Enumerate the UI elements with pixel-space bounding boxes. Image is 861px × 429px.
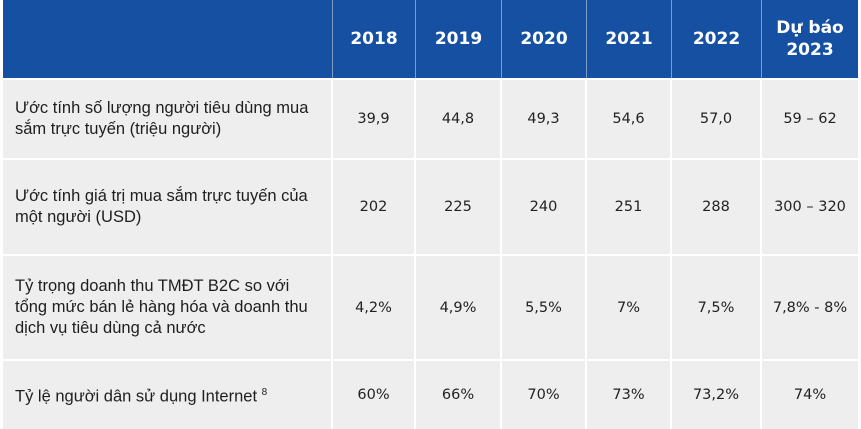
row-label: Tỷ lệ người dân sử dụng Internet 8 xyxy=(3,359,333,429)
row-label: Tỷ trọng doanh thu TMĐT B2C so với tổng … xyxy=(3,254,333,359)
row-label: Ước tính giá trị mua sắm trực tuyến của … xyxy=(3,158,333,254)
cell-2020: 5,5% xyxy=(502,254,587,359)
header-empty-cell xyxy=(3,0,333,78)
cell-2019: 66% xyxy=(416,359,502,429)
footnote-marker: 8 xyxy=(261,387,268,399)
cell-2020: 70% xyxy=(502,359,587,429)
forecast-line2: 2023 xyxy=(786,40,834,60)
cell-2018: 202 xyxy=(333,158,416,254)
row-label-text: Tỷ lệ người dân sử dụng Internet xyxy=(15,387,258,406)
table-row: Ước tính số lượng người tiêu dùng mua sắ… xyxy=(3,78,858,158)
cell-2023: 59 – 62 xyxy=(762,78,858,158)
cell-2020: 240 xyxy=(502,158,587,254)
cell-2018: 60% xyxy=(333,359,416,429)
header-2018: 2018 xyxy=(333,0,416,78)
header-2022: 2022 xyxy=(672,0,762,78)
cell-2023: 300 – 320 xyxy=(762,158,858,254)
table-row: Tỷ lệ người dân sử dụng Internet 8 60% 6… xyxy=(3,359,858,429)
header-row: 2018 2019 2020 2021 2022 Dự báo 2023 xyxy=(3,0,858,78)
cell-2021: 251 xyxy=(587,158,672,254)
cell-2019: 225 xyxy=(416,158,502,254)
cell-2018: 39,9 xyxy=(333,78,416,158)
table-row: Ước tính giá trị mua sắm trực tuyến của … xyxy=(3,158,858,254)
cell-2022: 57,0 xyxy=(672,78,762,158)
cell-2022: 7,5% xyxy=(672,254,762,359)
row-label: Ước tính số lượng người tiêu dùng mua sắ… xyxy=(3,78,333,158)
cell-2023: 74% xyxy=(762,359,858,429)
table-row: Tỷ trọng doanh thu TMĐT B2C so với tổng … xyxy=(3,254,858,359)
cell-2019: 4,9% xyxy=(416,254,502,359)
forecast-line1: Dự báo xyxy=(776,18,844,38)
cell-2021: 54,6 xyxy=(587,78,672,158)
header-forecast-2023: Dự báo 2023 xyxy=(762,0,858,78)
header-2019: 2019 xyxy=(416,0,502,78)
cell-2019: 44,8 xyxy=(416,78,502,158)
cell-2021: 73% xyxy=(587,359,672,429)
cell-2022: 288 xyxy=(672,158,762,254)
cell-2020: 49,3 xyxy=(502,78,587,158)
cell-2018: 4,2% xyxy=(333,254,416,359)
ecommerce-stats-table: 2018 2019 2020 2021 2022 Dự báo 2023 Ước… xyxy=(3,0,858,429)
cell-2022: 73,2% xyxy=(672,359,762,429)
header-2020: 2020 xyxy=(502,0,587,78)
cell-2021: 7% xyxy=(587,254,672,359)
header-2021: 2021 xyxy=(587,0,672,78)
cell-2023: 7,8% - 8% xyxy=(762,254,858,359)
